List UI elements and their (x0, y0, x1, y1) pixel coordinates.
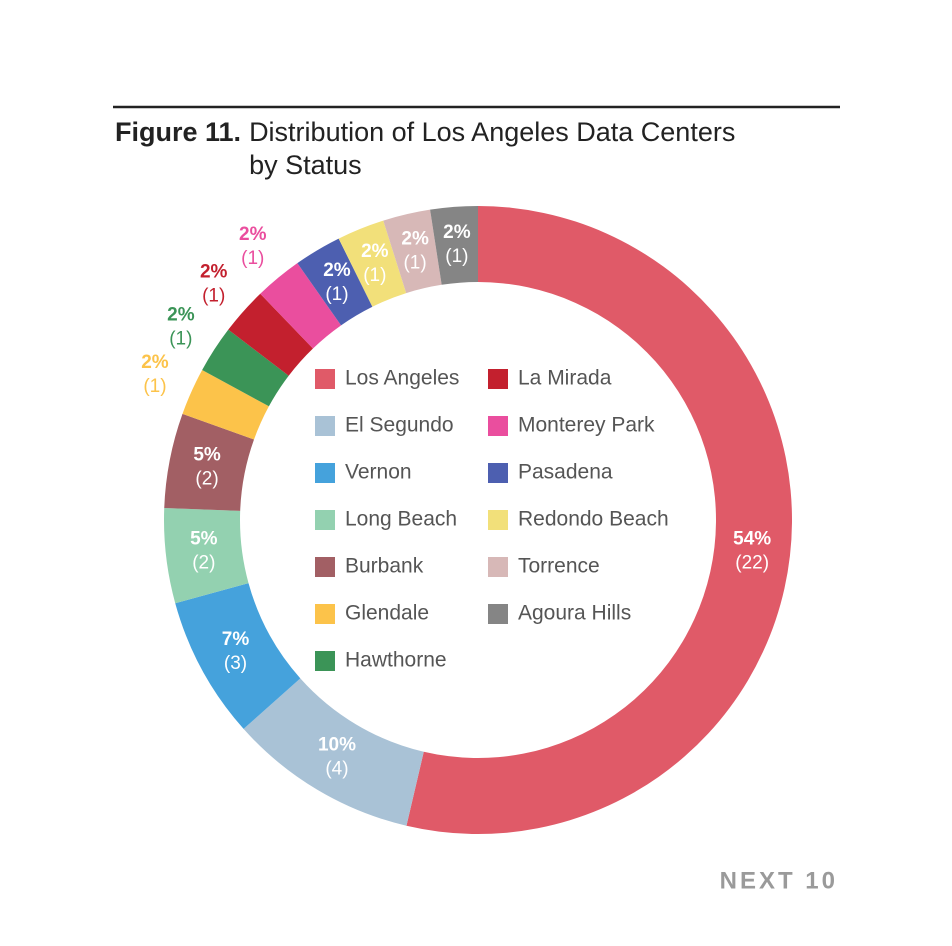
value-label: (1) (202, 285, 225, 306)
value-label: (2) (195, 468, 218, 489)
legend-swatch (315, 651, 335, 671)
donut-slice (430, 206, 478, 285)
percent-label: 5% (193, 444, 221, 465)
donut-slice (383, 209, 442, 294)
value-label: (1) (143, 376, 166, 397)
value-label: (1) (403, 252, 426, 273)
legend-label: Redondo Beach (518, 508, 669, 531)
percent-label: 2% (401, 228, 429, 249)
legend-swatch (315, 416, 335, 436)
legend-swatch (488, 369, 508, 389)
donut-slice (175, 583, 301, 729)
legend-label: Torrence (518, 555, 600, 578)
percent-label: 54% (733, 529, 771, 550)
source-logo: NEXT 10 (720, 867, 838, 894)
percent-label: 7% (222, 629, 250, 650)
percent-label: 2% (323, 260, 351, 281)
legend-label: La Mirada (518, 367, 612, 390)
percent-label: 2% (141, 352, 169, 373)
legend-label: Long Beach (345, 508, 457, 531)
value-label: (1) (241, 248, 264, 269)
donut-slice (243, 678, 424, 826)
legend-swatch (315, 463, 335, 483)
legend-swatch (315, 604, 335, 624)
legend-label: Hawthorne (345, 649, 447, 672)
figure-number: Figure 11. (115, 117, 242, 147)
donut-slice (406, 206, 792, 834)
legend-swatch (488, 463, 508, 483)
percent-label: 10% (318, 734, 356, 755)
legend-label: Los Angeles (345, 367, 459, 390)
legend-swatch (488, 604, 508, 624)
legend-label: El Segundo (345, 414, 454, 437)
value-label: (1) (445, 246, 468, 267)
percent-label: 2% (239, 224, 267, 245)
legend-swatch (488, 416, 508, 436)
value-label: (1) (363, 265, 386, 286)
donut-slice (164, 413, 255, 511)
donut-slice (338, 220, 407, 307)
legend-swatch (488, 510, 508, 530)
legend-swatch (488, 557, 508, 577)
donut-slice (228, 293, 313, 376)
legend-label: Agoura Hills (518, 602, 631, 625)
legend-label: Pasadena (518, 461, 613, 484)
title-text: Distribution of Los Angeles Data Centers… (249, 117, 736, 180)
legend-label: Burbank (345, 555, 424, 578)
percent-label: 2% (443, 222, 471, 243)
value-label: (22) (735, 553, 769, 574)
value-label: (1) (325, 284, 348, 305)
value-label: (4) (325, 758, 348, 779)
legend-label: Monterey Park (518, 414, 655, 437)
legend-swatch (315, 510, 335, 530)
percent-label: 2% (167, 305, 195, 326)
legend-label: Vernon (345, 461, 412, 484)
legend-label: Glendale (345, 602, 429, 625)
value-label: (2) (192, 553, 215, 574)
legend-swatch (315, 369, 335, 389)
percent-label: 2% (200, 261, 228, 282)
legend-swatch (315, 557, 335, 577)
donut-slice (297, 238, 373, 326)
donut-slice (202, 329, 289, 407)
value-label: (3) (224, 653, 247, 674)
donut-slice (260, 263, 342, 349)
donut-slice (164, 507, 249, 604)
donut-slice (182, 369, 269, 440)
percent-label: 5% (190, 529, 218, 550)
value-label: (1) (169, 329, 192, 350)
chart-title: Figure 11. Distribution of Los Angeles Da… (115, 116, 795, 182)
percent-label: 2% (361, 241, 389, 262)
